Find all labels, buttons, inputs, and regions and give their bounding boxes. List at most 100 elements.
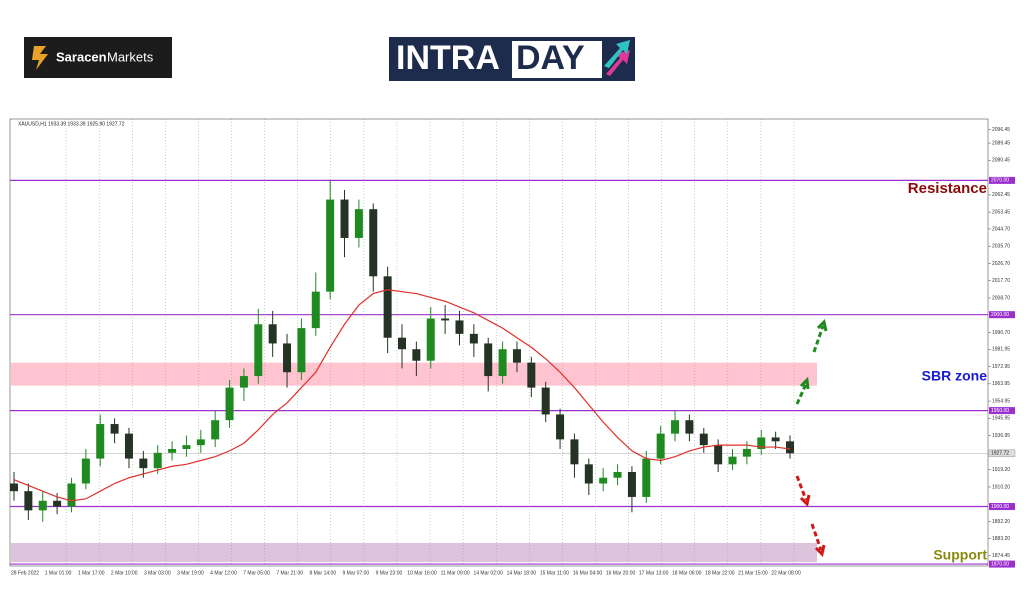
y-tick-label: 1874.45	[992, 553, 1010, 559]
level-label: 2070.00	[991, 178, 1009, 184]
y-tick-label: 2017.70	[992, 278, 1010, 284]
plot-frame	[9, 118, 989, 567]
candle-body	[254, 324, 263, 377]
candle-body	[96, 424, 105, 459]
y-tick-label: 1919.20	[992, 467, 1010, 473]
candle-body	[570, 439, 579, 465]
arrow-up	[812, 325, 825, 353]
y-tick-label: 1945.95	[992, 416, 1010, 422]
last-price-box	[988, 449, 1016, 458]
candle-body	[584, 464, 593, 484]
candle-body	[38, 500, 47, 511]
x-tick-label: 7 Mar 05:00	[243, 570, 270, 576]
candle-body	[455, 320, 464, 334]
candle-body	[10, 483, 18, 492]
candle-body	[182, 445, 191, 449]
candle-body	[613, 471, 622, 478]
candle-body	[369, 209, 378, 277]
x-tick-label: 22 Mar 08:00	[771, 570, 801, 576]
x-tick-label: 16 Mar 20:00	[606, 570, 636, 576]
y-tick-label: 1892.20	[992, 519, 1010, 525]
level-box	[989, 503, 1015, 511]
x-tick-label: 15 Mar 11:00	[540, 570, 569, 576]
candle-body	[398, 337, 406, 350]
candle-body	[196, 439, 205, 446]
arrow-head	[816, 319, 828, 332]
candle-body	[671, 420, 680, 434]
candle-body	[153, 452, 162, 469]
y-tick-label: 1954.95	[992, 398, 1010, 404]
candle-body	[498, 349, 507, 377]
annotation: Support	[933, 547, 987, 563]
x-tick-label: 7 Mar 21:00	[276, 570, 303, 576]
candle-body	[685, 420, 694, 434]
x-tick-label: 28 Feb 2022	[11, 570, 39, 576]
candle-body	[469, 333, 478, 344]
y-tick-label: 1963.95	[992, 381, 1010, 387]
candle-body	[642, 458, 651, 497]
candle-body	[268, 324, 277, 344]
brand-name: Saracen	[56, 49, 107, 64]
logo-arrow-up	[604, 40, 630, 68]
candle-body	[67, 483, 76, 507]
annotation: SBR zone	[922, 368, 988, 384]
candle-body	[239, 376, 248, 388]
candle-body	[283, 343, 292, 373]
candle-body	[742, 448, 751, 457]
candle-body	[110, 424, 119, 434]
candle-body	[728, 456, 737, 465]
candle-body	[656, 433, 665, 459]
logo-box	[512, 41, 602, 78]
level-label: 2000.00	[991, 312, 1009, 318]
x-tick-label: 3 Mar 03:00	[144, 570, 171, 576]
y-tick-label: 1972.95	[992, 364, 1010, 370]
logo-arrow-down	[606, 50, 630, 76]
candle-body	[225, 387, 234, 421]
y-tick-label: 1883.20	[992, 536, 1010, 542]
level-box	[989, 560, 1015, 568]
x-tick-label: 4 Mar 12:00	[210, 570, 237, 576]
candle-body	[297, 328, 306, 373]
arrow-up	[795, 383, 808, 405]
y-tick-label: 1910.20	[992, 484, 1010, 490]
brand-icon	[32, 46, 48, 70]
x-tick-label: 1 Mar 01:00	[45, 570, 72, 576]
last-price-label: 1927.72	[991, 451, 1009, 457]
x-tick-label: 14 Mar 18:00	[507, 570, 537, 576]
candle-body	[699, 433, 708, 446]
arrow-down	[795, 475, 808, 501]
x-tick-label: 10 Mar 16:00	[407, 570, 437, 576]
x-tick-label: 14 Mar 02:00	[473, 570, 503, 576]
y-tick-label: 2089.45	[992, 140, 1010, 146]
y-tick-label: 2008.70	[992, 295, 1010, 301]
level-box	[989, 407, 1015, 415]
x-tick-label: 11 Mar 09:00	[441, 570, 470, 576]
candle-body	[326, 199, 335, 292]
candle-body	[757, 437, 766, 449]
arrow-down	[810, 523, 823, 551]
candle-body	[527, 362, 536, 388]
candle-body	[484, 343, 493, 377]
arrow-head	[799, 494, 811, 507]
annotation: Resistance	[908, 180, 987, 197]
candle-body	[124, 433, 133, 459]
candle-body	[599, 477, 608, 484]
logo-right: DAY	[516, 39, 585, 77]
zone	[11, 362, 817, 386]
y-tick-label: 1990.70	[992, 330, 1010, 336]
x-tick-label: 8 Mar 14:00	[309, 570, 336, 576]
level-label: 1870.00	[991, 561, 1009, 567]
y-tick-label: 2062.45	[992, 192, 1010, 198]
arrow-head	[799, 376, 810, 390]
y-tick-label: 2035.70	[992, 244, 1010, 250]
candle-body	[541, 387, 550, 415]
candle-body	[627, 471, 636, 497]
plot: 2096.45 2089.45 2080.45 2062.45 2053.45 2044.…	[10, 119, 1016, 576]
candle-body	[771, 437, 780, 442]
level-label: 1950.00	[991, 408, 1009, 414]
level-box	[989, 176, 1015, 184]
x-tick-label: 9 Mar 07:00	[343, 570, 370, 576]
x-tick-label: 18 Mar 22:00	[705, 570, 735, 576]
